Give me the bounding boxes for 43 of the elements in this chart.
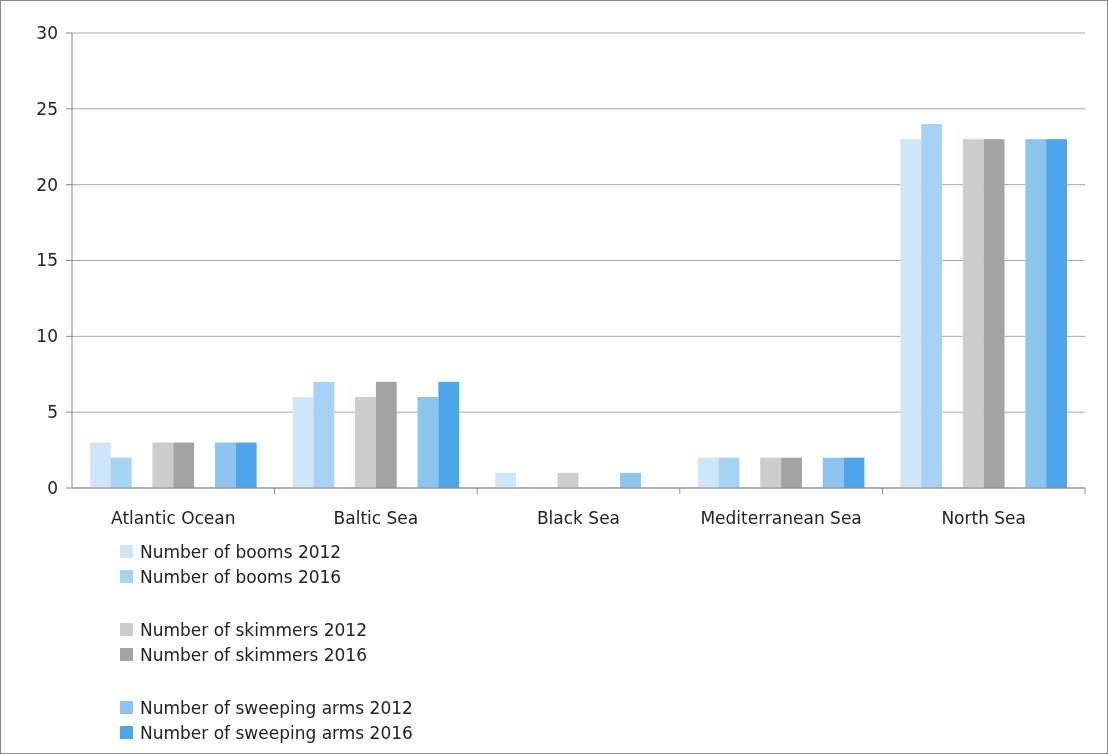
x-tick-label: Atlantic Ocean <box>111 508 236 528</box>
y-tick-label: 5 <box>47 402 58 423</box>
y-tick-label: 20 <box>36 174 58 195</box>
legend-label: Number of booms 2016 <box>140 566 342 587</box>
bar <box>781 457 802 488</box>
legend-label: Number of booms 2012 <box>140 541 342 562</box>
y-tick-label: 10 <box>36 326 58 347</box>
bar <box>110 457 132 488</box>
bar <box>718 457 740 488</box>
legend-label: Number of skimmers 2012 <box>140 619 368 640</box>
bar <box>900 139 922 488</box>
x-tick-label: North Sea <box>941 508 1027 528</box>
bar <box>355 397 376 488</box>
bar <box>173 442 195 488</box>
bar <box>214 442 236 488</box>
y-tick-label: 15 <box>36 250 58 271</box>
bar <box>495 472 517 488</box>
bar <box>1046 139 1068 488</box>
bar <box>152 442 174 488</box>
bar <box>822 457 844 488</box>
bar <box>438 381 460 488</box>
x-tick-label: Baltic Sea <box>333 508 419 528</box>
bar <box>1025 139 1047 488</box>
legend-label: Number of skimmers 2016 <box>140 644 368 665</box>
y-tick-label: 25 <box>36 98 58 119</box>
bar <box>557 472 579 488</box>
bar <box>292 397 314 488</box>
y-tick-label: 30 <box>36 22 58 43</box>
legend-label: Number of sweeping arms 2016 <box>140 722 413 743</box>
bar <box>313 381 335 488</box>
bar <box>962 139 984 488</box>
legend-label: Number of sweeping arms 2012 <box>140 697 413 718</box>
bar <box>921 124 943 488</box>
x-tick-label: Mediterranean Sea <box>700 508 862 528</box>
bar <box>90 442 111 488</box>
bar <box>417 397 439 488</box>
bar <box>843 457 865 488</box>
bar <box>235 442 257 488</box>
y-tick-label: 0 <box>47 477 58 498</box>
x-tick-label: Black Sea <box>536 508 621 528</box>
bar <box>697 457 719 488</box>
bar <box>620 472 641 488</box>
bar <box>760 457 782 488</box>
